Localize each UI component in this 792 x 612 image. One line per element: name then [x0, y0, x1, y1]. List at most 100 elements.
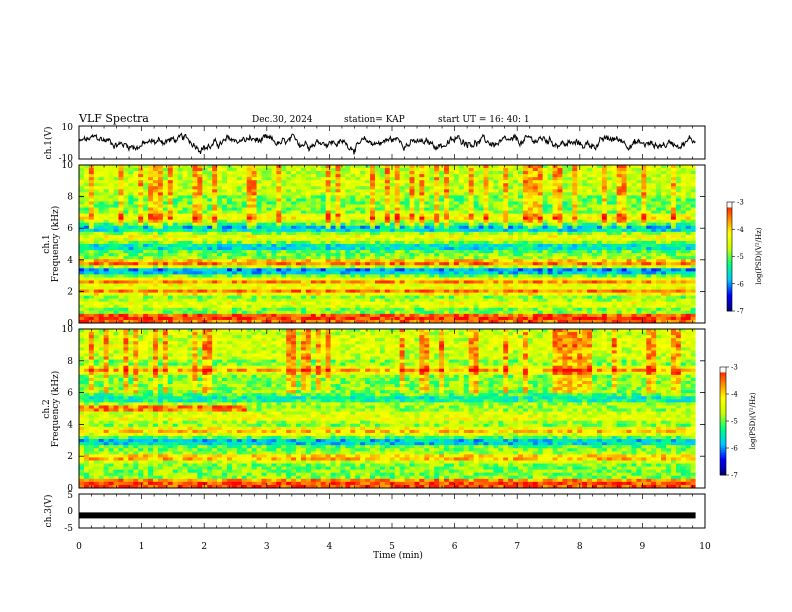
spectrogram-cell: [631, 180, 637, 184]
spectrogram-cell: [251, 168, 257, 172]
spectrogram-cell: [680, 253, 687, 257]
spectrogram-cell: [103, 274, 109, 278]
spectrogram-cell: [365, 201, 371, 205]
spectrogram-cell: [222, 237, 228, 242]
spectrogram-cell: [641, 244, 647, 248]
spectrogram-cell: [606, 165, 613, 169]
spectrogram-cell: [685, 240, 692, 245]
spectrogram-cell: [478, 174, 484, 178]
spectrogram-cell: [305, 231, 312, 236]
spectrogram-cell: [197, 198, 203, 202]
spectrogram-cell: [79, 189, 85, 193]
spectrogram-cell: [266, 183, 272, 187]
spectrogram-cell: [424, 274, 430, 278]
spectrogram-cell: [670, 250, 677, 254]
spectrogram-cell: [325, 219, 331, 224]
spectrogram-cell: [360, 262, 366, 266]
spectrogram-cell: [300, 219, 307, 224]
spectrogram-cell: [661, 228, 667, 233]
spectrogram-cell: [626, 207, 632, 211]
spectrogram-cell: [256, 168, 262, 172]
spectrogram-cell: [143, 171, 149, 175]
spectrogram-cell: [246, 262, 253, 266]
spectrogram-cell: [444, 192, 450, 196]
spectrogram-cell: [152, 213, 159, 218]
spectrogram-cell: [251, 237, 257, 242]
spectrogram-cell: [503, 277, 509, 281]
spectrogram-cell: [532, 265, 539, 269]
spectrogram-cell: [685, 195, 692, 199]
spectrogram-cell: [226, 253, 233, 257]
spectrogram-cell: [350, 237, 356, 242]
spectrogram-cell: [374, 192, 381, 196]
spectrogram-cell: [315, 165, 322, 169]
spectrogram-cell: [226, 210, 233, 215]
spectrogram-cell: [374, 247, 381, 251]
spectrogram-cell: [172, 183, 179, 187]
spectrogram-cell: [370, 253, 376, 257]
spectrogram-cell: [547, 204, 553, 208]
spectrogram-cell: [123, 207, 129, 211]
spectrogram-cell: [621, 225, 627, 230]
spectrogram-cell: [596, 210, 603, 215]
spectrogram-cell: [513, 268, 519, 272]
spectrogram-cell: [513, 180, 519, 184]
spectrogram-cell: [577, 201, 583, 205]
spectrogram-cell: [276, 183, 282, 187]
spectrogram-cell: [88, 210, 95, 215]
spectrogram-cell: [246, 274, 253, 278]
spectrogram-cell: [251, 216, 257, 221]
spectrogram-cell: [355, 253, 361, 257]
spectrogram-cell: [690, 174, 697, 178]
spectrogram-cell: [261, 165, 267, 169]
spectrogram-cell: [133, 180, 139, 184]
spectrogram-cell: [596, 189, 603, 193]
spectrogram-cell: [572, 240, 578, 245]
spectrogram-cell: [207, 262, 213, 266]
spectrogram-cell: [370, 271, 376, 275]
spectrogram-cell: [404, 274, 410, 278]
spectrogram-cell: [246, 240, 253, 245]
spectrogram-cell: [374, 244, 381, 248]
spectrogram-cell: [177, 253, 183, 257]
spectrogram-cell: [177, 234, 183, 239]
spectrogram-cell: [192, 256, 198, 260]
spectrogram-cell: [138, 271, 144, 275]
spectrogram-cell: [305, 210, 312, 215]
spectrogram-cell: [360, 216, 366, 221]
spectrogram-cell: [379, 231, 386, 236]
spectrogram-cell: [444, 207, 450, 211]
spectrogram-cell: [522, 268, 529, 272]
spectrogram-cell: [552, 183, 558, 187]
spectrogram-cell: [335, 271, 341, 275]
spectrogram-cell: [182, 177, 188, 181]
spectrogram-cell: [572, 222, 578, 227]
spectrogram-cell: [453, 253, 460, 257]
spectrogram-cell: [222, 271, 228, 275]
spectrogram-cell: [340, 189, 346, 193]
spectrogram-cell: [266, 274, 272, 278]
spectrogram-cell: [690, 280, 697, 284]
spectrogram-cell: [562, 189, 568, 193]
spectrogram-cell: [345, 216, 351, 221]
spectrogram-cell: [493, 237, 499, 242]
spectrogram-cell: [187, 240, 193, 245]
spectrogram-cell: [409, 219, 415, 224]
spectrogram-cell: [572, 231, 578, 236]
spectrogram-cell: [616, 228, 623, 233]
spectrogram-cell: [656, 177, 662, 181]
spectrogram-cell: [690, 222, 697, 227]
spectrogram-cell: [513, 244, 519, 248]
spectrogram-cell: [320, 225, 327, 230]
spectrogram-cell: [325, 204, 331, 208]
spectrogram-cell: [498, 237, 504, 242]
spectrogram-cell: [552, 168, 558, 172]
spectrogram-cell: [399, 171, 405, 175]
spectrogram-cell: [83, 225, 90, 230]
spectrogram-cell: [518, 189, 524, 193]
spectrogram-cell: [241, 262, 248, 266]
spectrogram-cell: [518, 213, 524, 218]
spectrogram-cell: [596, 192, 603, 196]
spectrogram-cell: [167, 210, 174, 215]
spectrogram-cell: [552, 262, 558, 266]
